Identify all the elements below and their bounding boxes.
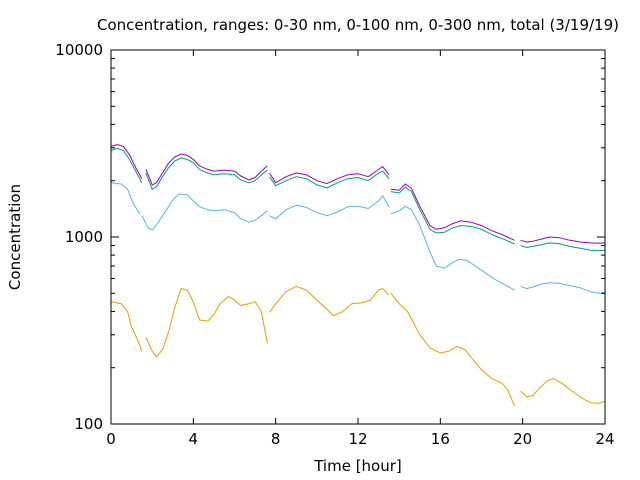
- series-3-line-segment-4: [390, 186, 515, 245]
- x-tick-label: 16: [431, 430, 450, 448]
- series-1-line-segment-5: [520, 378, 606, 404]
- x-tick-label: 12: [348, 430, 367, 448]
- series-2-line-segment-1: [110, 182, 141, 215]
- series-3-line-segment-1: [110, 147, 143, 184]
- series-1-line-segment-1: [110, 301, 143, 352]
- series-2-line-segment-5: [520, 282, 606, 294]
- series-layer: [110, 144, 606, 407]
- y-axis-label: Concentration: [6, 184, 24, 290]
- series-1-line-segment-3: [269, 285, 390, 317]
- series-4-line-segment-5: [520, 236, 606, 244]
- ticks-layer: 0 4 8 12 16 20 24 100 1000 10000: [55, 41, 614, 448]
- series-4-line-segment-4: [390, 183, 515, 241]
- y-tick-label: 100: [74, 415, 103, 433]
- x-tick-label: 20: [513, 430, 532, 448]
- y-tick-label: 10000: [55, 41, 103, 59]
- x-tick-label: 24: [595, 430, 614, 448]
- series-4-line-segment-2: [145, 153, 268, 186]
- series-3-line-segment-2: [145, 157, 268, 190]
- series-1-line-segment-2: [145, 288, 268, 358]
- series-2-line-segment-3: [269, 195, 390, 220]
- series-4-line-segment-1: [110, 144, 143, 179]
- series-2-line-segment-2: [141, 193, 268, 231]
- series-2-line-segment-4: [390, 205, 515, 291]
- series-3-line-segment-3: [269, 170, 390, 189]
- series-4-line-segment-3: [269, 166, 390, 185]
- y-tick-label: 1000: [65, 228, 103, 246]
- chart-title: Concentration, ranges: 0-30 nm, 0-100 nm…: [97, 16, 619, 34]
- plot-frame: [110, 49, 606, 425]
- series-3-line-segment-5: [520, 242, 606, 252]
- x-tick-label: 0: [106, 430, 116, 448]
- series-1-line-segment-4: [390, 292, 515, 407]
- x-axis-label: Time [hour]: [313, 457, 402, 475]
- x-tick-label: 4: [189, 430, 199, 448]
- x-tick-label: 8: [271, 430, 281, 448]
